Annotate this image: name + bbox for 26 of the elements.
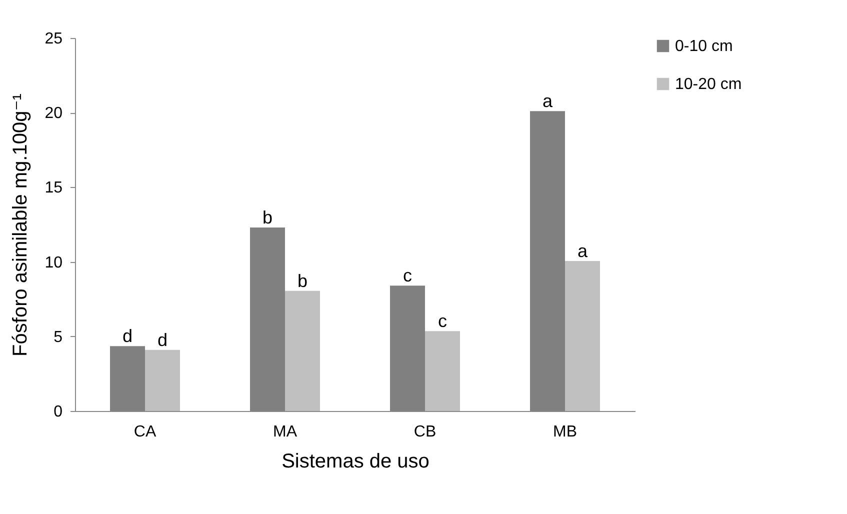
y-tick-label: 0	[54, 404, 63, 420]
legend-label: 10-20 cm	[675, 76, 742, 93]
y-tick-label: 25	[44, 30, 63, 48]
data-label: b	[262, 207, 273, 228]
bar	[425, 331, 460, 411]
y-axis-title: Fósforo asimilable mg.100g⁻¹	[10, 93, 32, 356]
data-label: d	[122, 326, 133, 346]
data-label: c	[438, 311, 447, 332]
x-tick-label: MB	[553, 424, 577, 440]
data-label: a	[577, 241, 588, 262]
x-axis-title: Sistemas de uso	[282, 450, 430, 472]
x-tick-label: CB	[414, 424, 436, 440]
bar	[145, 350, 180, 411]
bar	[565, 261, 600, 411]
data-label: a	[542, 91, 554, 112]
bar	[285, 290, 320, 411]
data-label: b	[297, 270, 308, 291]
y-tick-label: 5	[54, 328, 63, 346]
y-tick-label: 15	[44, 180, 63, 197]
legend-label: 0-10 cm	[675, 38, 733, 55]
data-label: c	[403, 266, 412, 286]
data-label: d	[157, 330, 168, 350]
y-tick-label: 20	[44, 105, 63, 122]
x-tick-label: CA	[134, 424, 156, 440]
y-tick-label: 10	[44, 254, 63, 272]
x-tick-label: MA	[273, 424, 298, 440]
